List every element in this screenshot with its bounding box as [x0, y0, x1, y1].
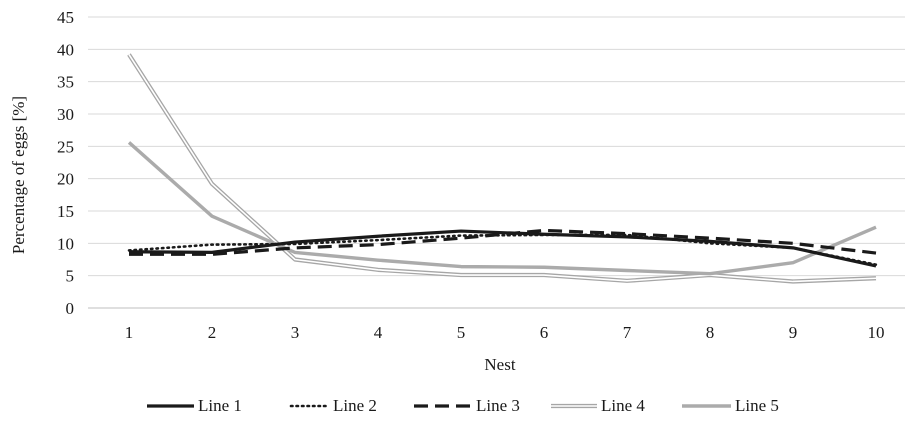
legend-label: Line 1 — [198, 396, 242, 415]
y-axis-ticks: 0 5 10 15 20 25 30 35 40 45 — [57, 8, 74, 318]
legend-item-1: Line 1 — [147, 396, 242, 415]
legend-item-5: Line 5 — [682, 396, 779, 415]
x-axis-ticks: 1 2 3 4 5 6 7 8 9 10 — [125, 323, 885, 342]
y-tick-label: 30 — [57, 105, 74, 124]
series-path — [127, 141, 877, 276]
x-tick-label: 7 — [623, 323, 632, 342]
series-path — [128, 229, 877, 268]
series-lines — [127, 53, 878, 284]
y-tick-label: 40 — [57, 40, 74, 59]
x-tick-label: 2 — [208, 323, 217, 342]
legend-item-2: Line 2 — [289, 396, 377, 415]
y-tick-label: 10 — [57, 234, 74, 253]
y-axis-title: Percentage of eggs [%] — [9, 96, 28, 254]
legend-item-4: Line 4 — [551, 396, 645, 415]
y-tick-label: 20 — [57, 170, 74, 189]
series-5-line — [127, 141, 877, 276]
y-tick-label: 25 — [57, 137, 74, 156]
legend-label: Line 3 — [476, 396, 520, 415]
x-tick-label: 6 — [540, 323, 549, 342]
x-tick-label: 1 — [125, 323, 134, 342]
y-tick-label: 45 — [57, 8, 74, 27]
series-4-line — [127, 53, 877, 284]
legend-item-3: Line 3 — [414, 396, 520, 415]
y-tick-label: 0 — [66, 299, 75, 318]
x-tick-label: 9 — [789, 323, 798, 342]
y-tick-label: 5 — [66, 267, 75, 286]
legend: Line 1 Line 2 Line 3 Line 4 Line 5 — [147, 396, 779, 415]
series-1-line — [128, 229, 877, 268]
x-tick-label: 5 — [457, 323, 466, 342]
y-tick-label: 15 — [57, 202, 74, 221]
legend-label: Line 4 — [601, 396, 645, 415]
x-tick-label: 4 — [374, 323, 383, 342]
x-tick-label: 8 — [706, 323, 715, 342]
legend-label: Line 2 — [333, 396, 377, 415]
series-path — [128, 54, 877, 283]
legend-label: Line 5 — [735, 396, 779, 415]
x-tick-label: 10 — [868, 323, 885, 342]
x-axis-title: Nest — [484, 355, 515, 374]
gridlines — [88, 16, 905, 277]
x-tick-label: 3 — [291, 323, 300, 342]
y-tick-label: 35 — [57, 73, 74, 92]
